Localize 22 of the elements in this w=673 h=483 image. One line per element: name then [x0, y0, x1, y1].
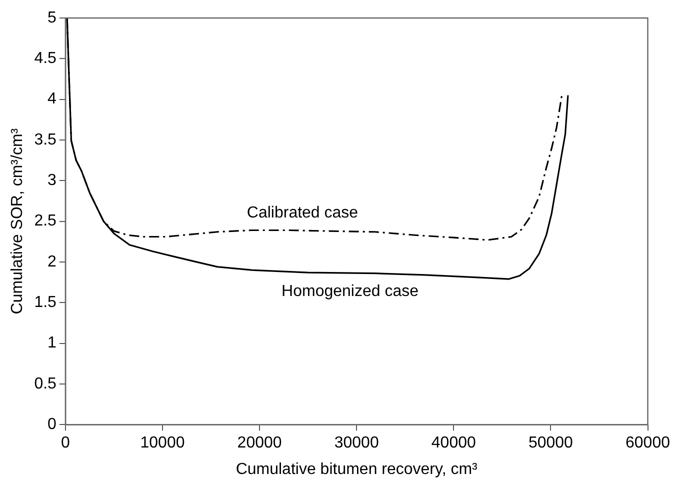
y-tick-label: 5 — [48, 9, 57, 26]
y-tick-label: 3.5 — [34, 131, 57, 148]
y-tick-label: 4.5 — [34, 50, 57, 68]
y-axis-title: Cumulative SOR, cm³/cm³ — [9, 128, 26, 314]
x-tick-label: 50000 — [528, 434, 574, 452]
y-tick-label: 0 — [48, 416, 57, 434]
y-tick-label: 0.5 — [34, 375, 57, 392]
x-tick-label: 60000 — [626, 434, 670, 452]
x-axis-title: Cumulative bitumen recovery, cm³ — [236, 460, 478, 478]
x-tick-label: 10000 — [140, 434, 185, 452]
x-tick-label: 0 — [60, 434, 70, 452]
series-label: Calibrated case — [246, 204, 358, 222]
y-tick-label: 3 — [48, 172, 57, 190]
series-label: Homogenized case — [282, 282, 419, 300]
x-tick-label: 20000 — [237, 434, 282, 452]
y-tick-label: 2.5 — [34, 212, 57, 230]
x-tick-label: 40000 — [431, 434, 476, 452]
y-tick-label: 2 — [48, 253, 57, 270]
x-tick-label: 30000 — [334, 434, 379, 452]
y-tick-label: 1 — [48, 334, 57, 352]
y-tick-label: 1.5 — [34, 294, 57, 312]
y-tick-label: 4 — [48, 90, 57, 108]
